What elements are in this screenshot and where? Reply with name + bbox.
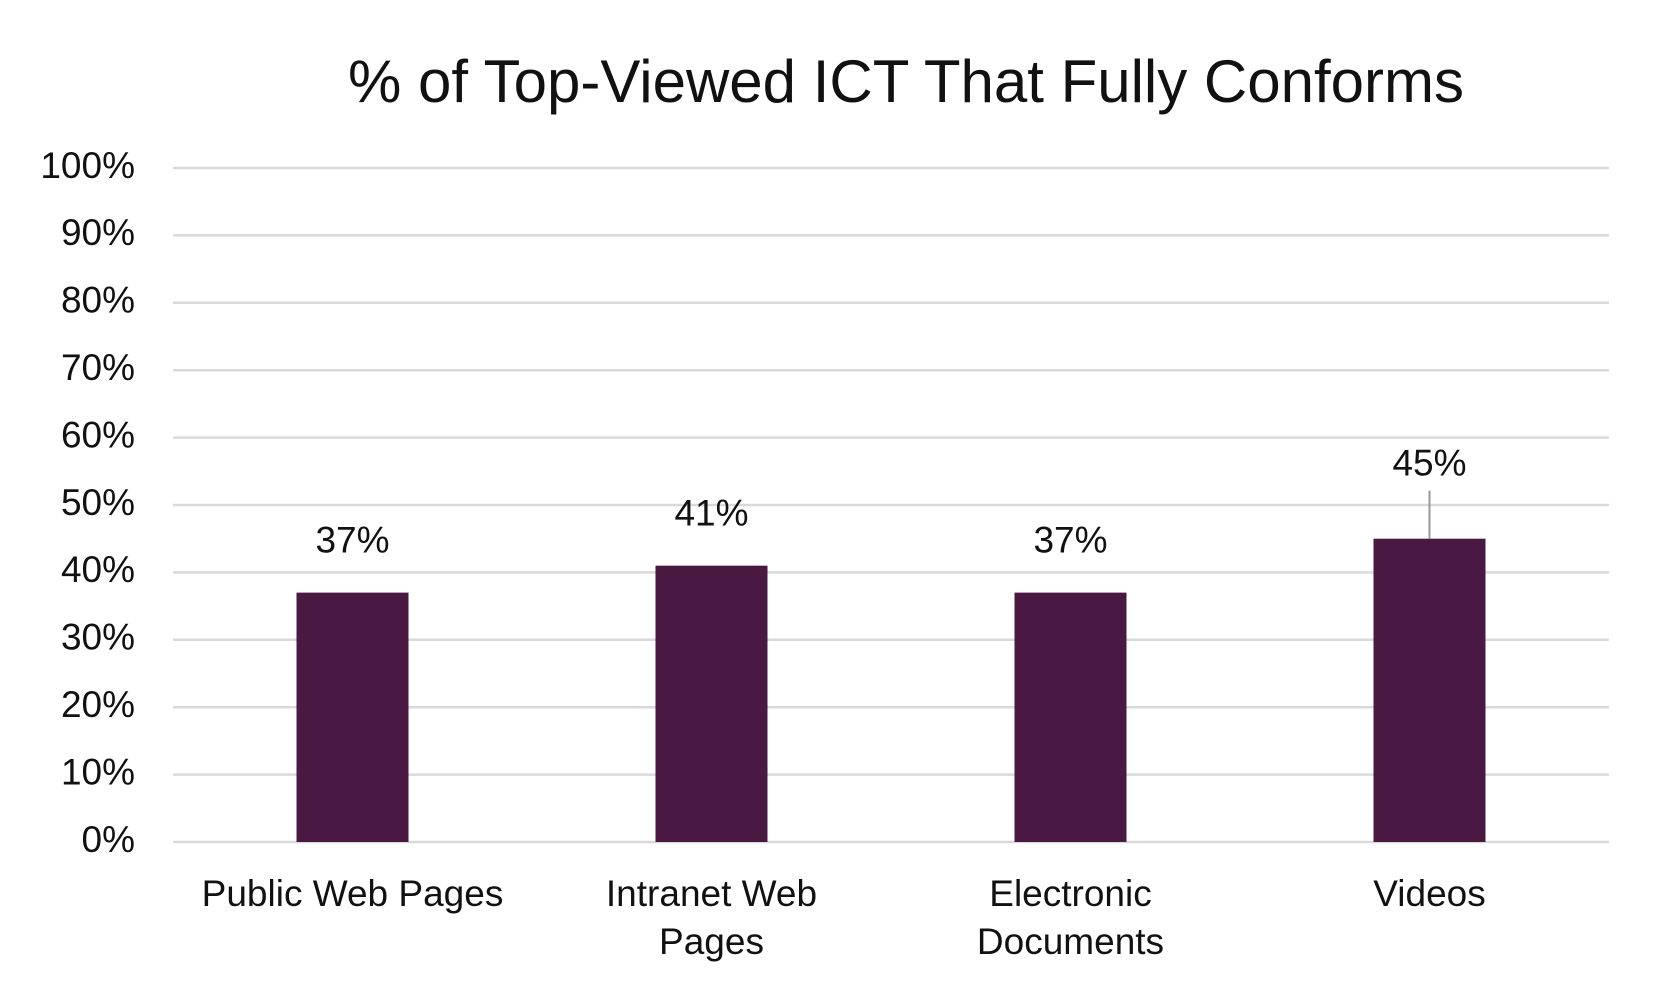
y-tick-label: 100%	[40, 145, 135, 186]
y-tick-label: 30%	[61, 617, 135, 658]
x-tick-label: Public Web Pages	[201, 873, 504, 914]
bar	[1014, 592, 1127, 842]
y-tick-label: 40%	[61, 549, 135, 590]
y-tick-label: 80%	[61, 280, 135, 321]
value-label: 37%	[315, 519, 389, 560]
bar	[655, 565, 768, 842]
value-label: 45%	[1392, 442, 1466, 483]
bar	[296, 592, 409, 842]
y-tick-label: 60%	[61, 414, 135, 455]
bar	[1373, 538, 1486, 842]
y-tick-label: 70%	[61, 347, 135, 388]
value-label: 41%	[674, 492, 748, 533]
x-tick-label: Videos	[1373, 873, 1486, 914]
y-tick-label: 50%	[61, 482, 135, 523]
x-tick-label: Intranet Web Pages	[605, 873, 818, 962]
chart-title: % of Top-Viewed ICT That Fully Conforms	[348, 48, 1464, 115]
y-tick-label: 0%	[82, 819, 135, 860]
y-tick-label: 10%	[61, 751, 135, 792]
value-label: 37%	[1033, 519, 1107, 560]
y-tick-label: 20%	[61, 684, 135, 725]
y-tick-label: 90%	[61, 212, 135, 253]
x-tick-label: Electronic Documents	[976, 873, 1165, 962]
